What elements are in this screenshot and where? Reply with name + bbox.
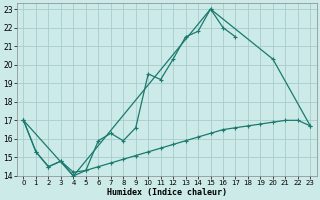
X-axis label: Humidex (Indice chaleur): Humidex (Indice chaleur) [107, 188, 227, 197]
